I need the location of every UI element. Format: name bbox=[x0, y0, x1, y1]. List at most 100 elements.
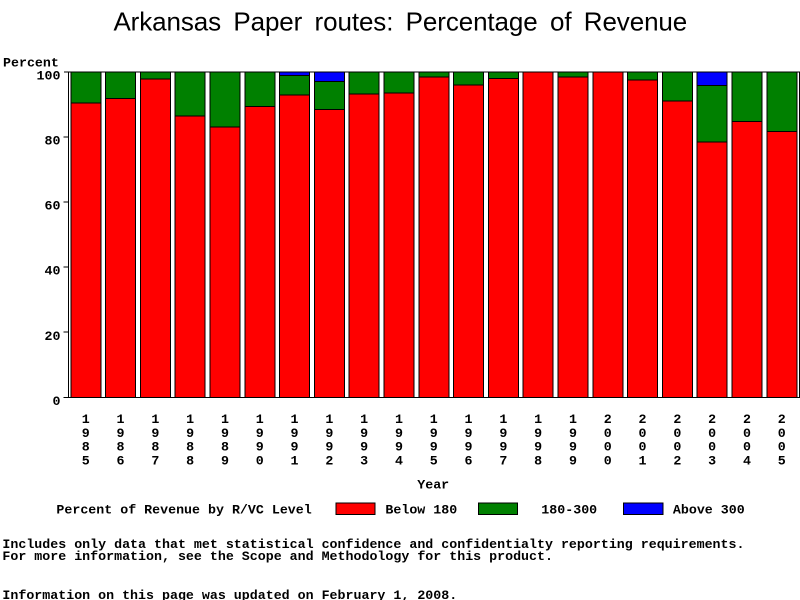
svg-text:1: 1 bbox=[291, 453, 299, 468]
svg-text:9: 9 bbox=[360, 440, 368, 455]
svg-text:0: 0 bbox=[708, 440, 716, 455]
svg-text:1: 1 bbox=[360, 412, 368, 427]
svg-text:1: 1 bbox=[117, 412, 125, 427]
svg-text:40: 40 bbox=[45, 264, 61, 279]
svg-text:1: 1 bbox=[499, 412, 507, 427]
svg-text:4: 4 bbox=[395, 453, 403, 468]
svg-text:For more information, see the: For more information, see the Scope and … bbox=[2, 549, 553, 564]
svg-text:2: 2 bbox=[673, 453, 681, 468]
svg-text:9: 9 bbox=[569, 453, 577, 468]
svg-text:8: 8 bbox=[82, 440, 90, 455]
svg-text:80: 80 bbox=[45, 134, 61, 149]
svg-text:0: 0 bbox=[708, 426, 716, 441]
svg-text:0: 0 bbox=[778, 426, 786, 441]
svg-text:20: 20 bbox=[45, 329, 61, 344]
svg-text:0: 0 bbox=[743, 440, 751, 455]
svg-text:1: 1 bbox=[221, 412, 229, 427]
svg-text:9: 9 bbox=[395, 440, 403, 455]
svg-text:2: 2 bbox=[743, 412, 751, 427]
svg-text:9: 9 bbox=[534, 440, 542, 455]
svg-text:9: 9 bbox=[534, 426, 542, 441]
svg-text:4: 4 bbox=[743, 453, 751, 468]
svg-text:9: 9 bbox=[465, 440, 473, 455]
svg-text:8: 8 bbox=[186, 440, 194, 455]
svg-text:1: 1 bbox=[325, 412, 333, 427]
svg-text:1: 1 bbox=[291, 412, 299, 427]
svg-text:Arkansas Paper routes: Percent: Arkansas Paper routes: Percentage of Rev… bbox=[113, 7, 687, 37]
svg-text:6: 6 bbox=[117, 453, 125, 468]
svg-text:8: 8 bbox=[534, 453, 542, 468]
svg-text:9: 9 bbox=[430, 426, 438, 441]
svg-text:9: 9 bbox=[221, 453, 229, 468]
svg-text:0: 0 bbox=[743, 426, 751, 441]
svg-text:9: 9 bbox=[499, 426, 507, 441]
svg-text:9: 9 bbox=[291, 440, 299, 455]
svg-text:2: 2 bbox=[708, 412, 716, 427]
svg-text:0: 0 bbox=[639, 426, 647, 441]
svg-text:1: 1 bbox=[534, 412, 542, 427]
svg-text:1: 1 bbox=[151, 412, 159, 427]
svg-text:Below 180: Below 180 bbox=[385, 503, 457, 518]
svg-text:3: 3 bbox=[360, 453, 368, 468]
svg-text:1: 1 bbox=[569, 412, 577, 427]
svg-text:1: 1 bbox=[639, 453, 647, 468]
svg-text:2: 2 bbox=[778, 412, 786, 427]
svg-text:8: 8 bbox=[186, 453, 194, 468]
svg-text:7: 7 bbox=[499, 453, 507, 468]
svg-text:9: 9 bbox=[325, 440, 333, 455]
svg-text:9: 9 bbox=[82, 426, 90, 441]
svg-text:100: 100 bbox=[37, 69, 61, 84]
svg-text:9: 9 bbox=[221, 426, 229, 441]
svg-text:Information on this page was u: Information on this page was updated on … bbox=[2, 588, 457, 600]
svg-text:5: 5 bbox=[82, 453, 90, 468]
svg-text:1: 1 bbox=[465, 412, 473, 427]
svg-text:Year: Year bbox=[417, 478, 449, 493]
svg-text:0: 0 bbox=[778, 440, 786, 455]
svg-text:1: 1 bbox=[186, 412, 194, 427]
svg-text:0: 0 bbox=[53, 394, 61, 409]
svg-text:9: 9 bbox=[117, 426, 125, 441]
svg-text:9: 9 bbox=[569, 440, 577, 455]
svg-text:8: 8 bbox=[117, 440, 125, 455]
svg-text:9: 9 bbox=[569, 426, 577, 441]
svg-text:0: 0 bbox=[256, 453, 264, 468]
svg-text:Percent: Percent bbox=[3, 55, 59, 70]
svg-text:1: 1 bbox=[395, 412, 403, 427]
svg-text:0: 0 bbox=[639, 440, 647, 455]
svg-text:1: 1 bbox=[256, 412, 264, 427]
svg-text:7: 7 bbox=[151, 453, 159, 468]
svg-text:2: 2 bbox=[639, 412, 647, 427]
svg-text:Includes only data that met st: Includes only data that met statistical … bbox=[2, 537, 744, 552]
svg-text:9: 9 bbox=[499, 440, 507, 455]
svg-text:2: 2 bbox=[325, 453, 333, 468]
svg-text:9: 9 bbox=[395, 426, 403, 441]
svg-text:8: 8 bbox=[151, 440, 159, 455]
svg-text:1: 1 bbox=[430, 412, 438, 427]
svg-text:3: 3 bbox=[708, 453, 716, 468]
svg-text:0: 0 bbox=[604, 453, 612, 468]
svg-text:60: 60 bbox=[45, 199, 61, 214]
svg-text:180-300: 180-300 bbox=[541, 503, 597, 518]
svg-text:9: 9 bbox=[360, 426, 368, 441]
svg-text:9: 9 bbox=[325, 426, 333, 441]
svg-text:0: 0 bbox=[673, 426, 681, 441]
svg-text:9: 9 bbox=[151, 426, 159, 441]
svg-text:9: 9 bbox=[256, 440, 264, 455]
svg-text:9: 9 bbox=[256, 426, 264, 441]
svg-text:0: 0 bbox=[673, 440, 681, 455]
svg-text:9: 9 bbox=[465, 426, 473, 441]
svg-text:5: 5 bbox=[430, 453, 438, 468]
svg-text:Percent of Revenue by R/VC Lev: Percent of Revenue by R/VC Level bbox=[56, 503, 311, 518]
svg-text:8: 8 bbox=[221, 440, 229, 455]
svg-text:Above 300: Above 300 bbox=[673, 503, 745, 518]
svg-text:2: 2 bbox=[673, 412, 681, 427]
svg-text:9: 9 bbox=[291, 426, 299, 441]
svg-text:1: 1 bbox=[82, 412, 90, 427]
svg-text:0: 0 bbox=[604, 426, 612, 441]
svg-text:0: 0 bbox=[604, 440, 612, 455]
svg-text:2: 2 bbox=[604, 412, 612, 427]
svg-text:9: 9 bbox=[186, 426, 194, 441]
svg-text:9: 9 bbox=[430, 440, 438, 455]
svg-text:5: 5 bbox=[778, 453, 786, 468]
svg-text:6: 6 bbox=[465, 453, 473, 468]
